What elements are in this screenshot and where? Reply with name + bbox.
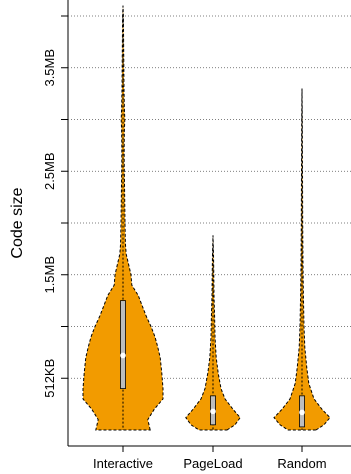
violin-median: [120, 352, 126, 359]
y-tick-label: 512KB: [42, 359, 57, 398]
y-tick-label: 1.5MB: [42, 256, 57, 294]
y-tick-label: 3.5MB: [42, 49, 57, 87]
violin-interactive: [82, 5, 164, 431]
x-tick-label: PageLoad: [183, 456, 242, 471]
y-tick-label: 2.5MB: [42, 152, 57, 190]
x-axis: Interactive PageLoad Random: [93, 446, 327, 471]
violin-random: [273, 88, 331, 431]
violin-box: [120, 300, 126, 389]
y-axis: 512KB 1.5MB 2.5MB 3.5MB: [42, 15, 68, 398]
violin-body: [273, 88, 331, 431]
x-tick-label: Interactive: [93, 456, 153, 471]
violin-median: [210, 408, 216, 415]
y-axis-title: Code size: [9, 187, 26, 258]
x-tick-label: Random: [277, 456, 326, 471]
violin-median: [299, 409, 305, 416]
violin-pageload: [185, 235, 241, 431]
violins: [82, 5, 331, 431]
